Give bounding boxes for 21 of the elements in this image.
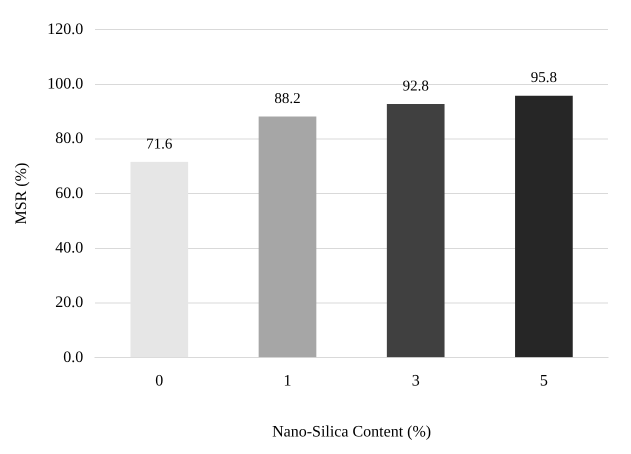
y-axis-title: MSR (%) [12,162,30,224]
y-tick-label: 80.0 [55,130,84,148]
y-tick-label: 100.0 [47,75,84,92]
x-axis-title: Nano-Silica Content (%) [272,424,432,441]
bar [386,104,445,358]
data-label: 95.8 [530,70,558,86]
bar [515,96,573,358]
y-tick-label: 40.0 [55,239,84,256]
data-label: 71.6 [146,136,173,152]
data-label: 92.8 [402,78,429,94]
x-tick-label: 1 [284,372,292,390]
y-tick-label: 0.0 [63,348,84,366]
y-tick-label: 20.0 [55,294,84,312]
bar [130,162,188,358]
x-tick-label: 5 [540,372,548,390]
x-tick-label: 3 [412,372,420,390]
y-tick-label: 120.0 [47,20,84,38]
data-label: 88.2 [274,90,301,107]
x-tick-label: 0 [155,372,164,390]
bar [258,116,316,358]
y-tick-label: 60.0 [55,184,84,202]
